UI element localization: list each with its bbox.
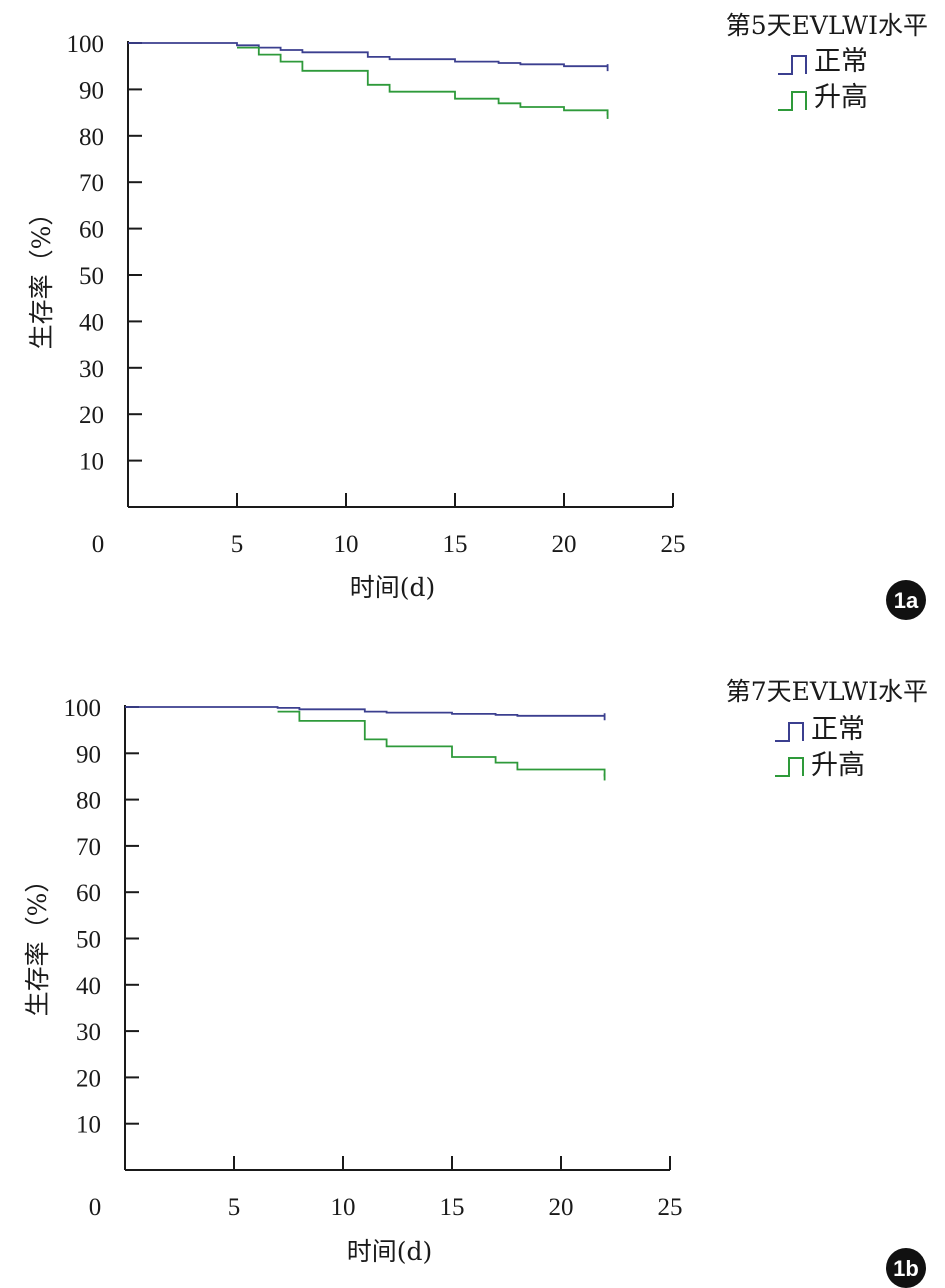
legend-swatch-0 (775, 722, 804, 742)
y-tick-label: 40 (76, 973, 101, 1000)
y-tick-label: 70 (76, 834, 101, 861)
y-tick-label: 80 (79, 124, 104, 151)
y-tick-label: 30 (76, 1019, 101, 1046)
y-tick-label: 40 (79, 309, 104, 336)
x-tick-label: 25 (658, 1194, 683, 1221)
y-tick-label: 100 (64, 695, 102, 722)
x-tick-label: 0 (89, 1194, 102, 1221)
x-tick-label: 15 (443, 531, 468, 558)
y-tick-label: 50 (76, 927, 101, 954)
y-tick-label: 10 (79, 449, 104, 476)
y-tick-label: 90 (79, 77, 104, 104)
x-tick-label: 5 (228, 1194, 241, 1221)
legend-swatch-1 (778, 91, 807, 111)
series-line-1 (237, 46, 609, 115)
legend-label-0: 正常 (814, 46, 868, 77)
y-tick-label: 30 (79, 356, 104, 383)
legend-label-1: 升高 (814, 82, 868, 113)
y-tick-label: 60 (76, 880, 101, 907)
y-tick-label: 90 (76, 741, 101, 768)
legend-swatch-1 (775, 757, 804, 777)
panel-label: 1b (893, 1256, 919, 1281)
legend-swatch-0 (778, 55, 807, 75)
legend-title: 第7天EVLWI水平 (726, 677, 928, 706)
x-tick-label: 10 (334, 531, 359, 558)
panel-label: 1a (894, 588, 919, 613)
y-tick-label: 10 (76, 1112, 101, 1139)
y-tick-label: 20 (79, 402, 104, 429)
y-axis-title: 生存率（%） (27, 201, 56, 350)
x-tick-label: 20 (549, 1194, 574, 1221)
y-tick-label: 50 (79, 263, 104, 290)
x-tick-label: 5 (231, 531, 244, 558)
x-tick-label: 0 (92, 531, 105, 558)
panel-badge (886, 1248, 926, 1288)
y-tick-label: 20 (76, 1065, 101, 1092)
panel-badge (886, 580, 926, 620)
y-tick-label: 60 (79, 217, 104, 244)
x-tick-label: 20 (552, 531, 577, 558)
x-tick-label: 15 (440, 1194, 465, 1221)
y-axis-title: 生存率（%） (23, 868, 52, 1017)
x-axis-title: 时间(d) (347, 1237, 433, 1266)
y-tick-label: 100 (67, 31, 105, 58)
series-line-1 (277, 710, 606, 777)
x-axis-title: 时间(d) (350, 573, 436, 602)
x-tick-label: 25 (661, 531, 686, 558)
legend-label-0: 正常 (811, 714, 865, 745)
y-tick-label: 80 (76, 788, 101, 815)
x-tick-label: 10 (331, 1194, 356, 1221)
series-line-0 (125, 706, 606, 717)
legend-label-1: 升高 (811, 750, 865, 781)
y-tick-label: 70 (79, 170, 104, 197)
legend-title: 第5天EVLWI水平 (726, 11, 928, 40)
series-line-0 (128, 42, 609, 68)
